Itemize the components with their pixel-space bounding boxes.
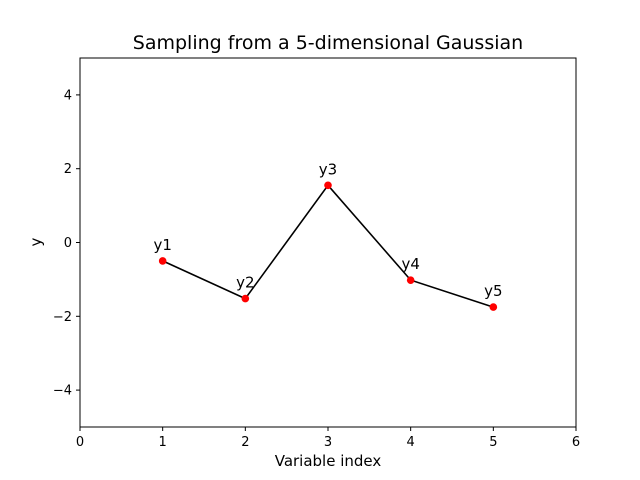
data-label: y2 <box>236 274 254 292</box>
series-layer: y1 y2 y3 y4 y5 <box>153 160 503 311</box>
x-tick-label: 5 <box>489 435 497 450</box>
y-axis: −4 −2 0 2 4 <box>53 88 80 399</box>
series-line <box>162 184 494 308</box>
chart-title: Sampling from a 5-dimensional Gaussian <box>133 32 523 54</box>
data-point <box>324 181 332 190</box>
x-tick-label: 3 <box>324 435 332 450</box>
data-label: y1 <box>153 236 171 254</box>
y-tick-label: 4 <box>64 88 72 103</box>
data-label: y4 <box>401 255 419 273</box>
y-axis-label: y <box>27 237 45 246</box>
x-tick-label: 4 <box>407 435 415 450</box>
x-tick-label: 2 <box>241 435 249 450</box>
data-point <box>241 294 250 303</box>
y-tick-label: −4 <box>53 384 72 399</box>
y-tick-label: −2 <box>53 310 72 325</box>
data-point <box>158 257 167 265</box>
data-point <box>489 303 498 311</box>
data-point <box>406 276 415 284</box>
data-label: y3 <box>319 160 337 178</box>
x-tick-label: 0 <box>76 435 84 450</box>
x-tick-label: 6 <box>572 435 580 450</box>
x-tick-label: 1 <box>159 435 167 450</box>
x-axis-label: Variable index <box>275 452 382 470</box>
x-axis: 0 1 2 3 4 5 6 <box>76 427 580 450</box>
y-tick-label: 0 <box>64 236 72 251</box>
data-label: y5 <box>484 282 502 300</box>
y-tick-label: 2 <box>64 162 72 177</box>
